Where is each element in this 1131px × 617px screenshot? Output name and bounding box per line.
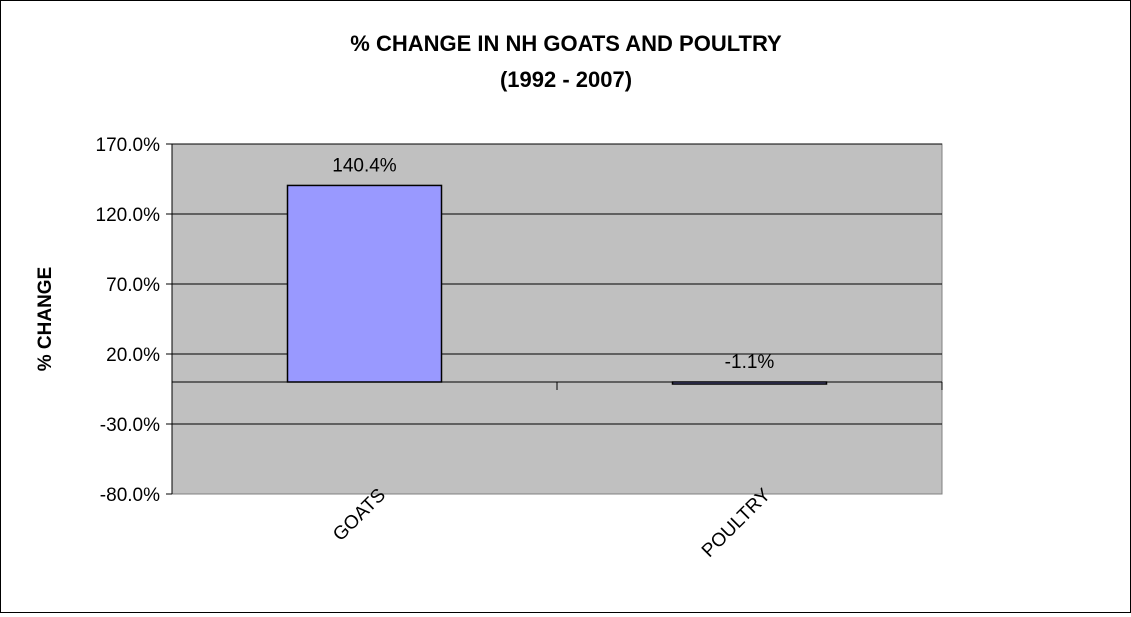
y-tick-label: 170.0% <box>96 135 161 156</box>
y-tick-label: -30.0% <box>100 415 160 436</box>
y-axis-label: % CHANGE <box>35 267 56 372</box>
data-label: 140.4% <box>332 155 397 176</box>
plot-area: 170.0% 120.0% 70.0% 20.0% -30.0% -80.0% 140.4%… <box>96 135 943 562</box>
y-tick-label: -80.0% <box>100 485 160 506</box>
chart-title: % CHANGE IN NH GOATS AND POULTRY <box>350 31 782 56</box>
bar-goats <box>286 184 443 383</box>
bar-poultry <box>671 381 828 385</box>
data-label: -1.1% <box>725 352 775 373</box>
x-category-label: POULTRY <box>698 484 775 561</box>
y-tick-label: 120.0% <box>96 205 161 226</box>
y-tick-label: 20.0% <box>106 345 160 366</box>
chart-subtitle: (1992 - 2007) <box>500 67 632 92</box>
y-tick-label: 70.0% <box>106 275 160 296</box>
